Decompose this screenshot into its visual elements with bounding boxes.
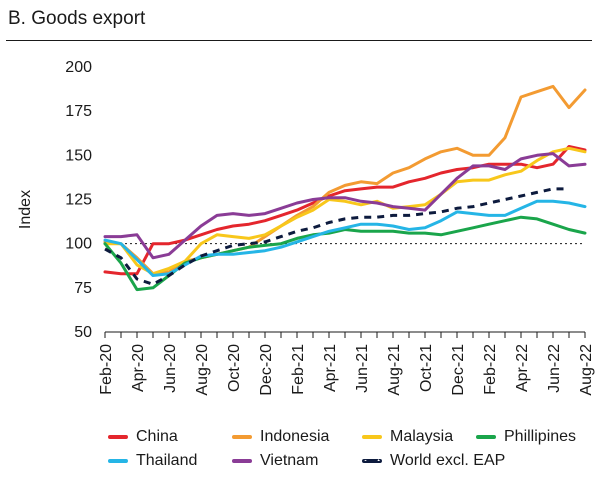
x-tick-label: Aug-20 — [194, 344, 211, 396]
series-line-vietnam — [103, 152, 587, 260]
x-tick-label: Oct-21 — [418, 344, 435, 392]
x-tick-label: Jun-22 — [546, 344, 563, 393]
y-tick-label: 200 — [65, 59, 92, 76]
x-tick-label: Jun-21 — [354, 344, 371, 393]
series-line-phillipines — [103, 215, 587, 292]
x-tick-label: Feb-21 — [290, 344, 307, 395]
y-tick-label: 125 — [65, 192, 92, 209]
x-tick-label: Dec-20 — [258, 344, 275, 396]
x-tick-label: Oct-20 — [226, 344, 243, 392]
y-tick-label: 75 — [74, 280, 92, 297]
x-tick-label: Apr-21 — [322, 344, 339, 392]
title-divider — [6, 40, 592, 41]
page-title: B. Goods export — [8, 8, 146, 29]
x-tick-label: Dec-21 — [450, 344, 467, 396]
x-tick-label: Aug-22 — [578, 344, 595, 396]
series-lines-group — [103, 84, 587, 292]
x-tick-label: Apr-20 — [130, 344, 147, 392]
series-line-malaysia — [103, 146, 587, 276]
x-tick-label: Jun-20 — [162, 344, 179, 393]
x-tick-label: Feb-20 — [98, 344, 115, 395]
y-tick-label: 50 — [74, 324, 92, 341]
x-tick-label: Apr-22 — [514, 344, 531, 392]
x-tick-label: Feb-22 — [482, 344, 499, 395]
y-tick-label: 150 — [65, 147, 92, 164]
y-tick-label: 175 — [65, 103, 92, 120]
series-line-world-excl-eap — [104, 187, 569, 286]
axes-group: 50 75 100 125 150 175 200 Feb-20 Apr-20 Jun-20 Aug… — [65, 59, 595, 396]
y-tick-label: 100 — [65, 236, 92, 253]
y-axis-title: Index — [17, 190, 34, 229]
series-line-thailand — [103, 199, 587, 277]
x-tick-label: Aug-21 — [386, 344, 403, 396]
